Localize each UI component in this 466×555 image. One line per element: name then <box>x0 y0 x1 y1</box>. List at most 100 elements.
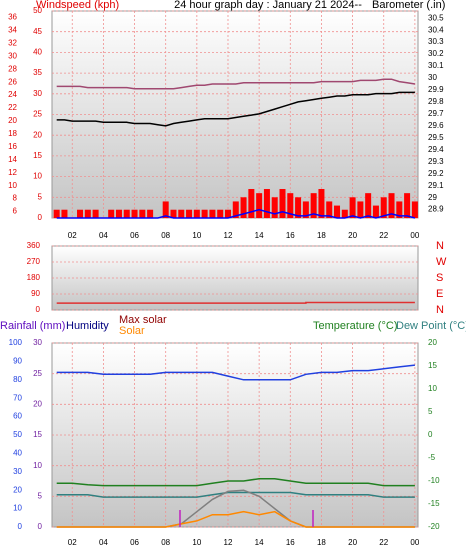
series-line <box>56 78 416 90</box>
y2-tick-label: -5 <box>428 453 436 462</box>
bar <box>92 209 99 218</box>
x-tick-label: 16 <box>286 231 295 240</box>
y-tick-label: 0 <box>38 522 43 531</box>
y2-tick-label: 29 <box>428 193 437 202</box>
y-tick-label: 5 <box>38 491 43 500</box>
bar <box>224 209 231 218</box>
series-line <box>56 208 416 219</box>
y2-tick-label: 29.8 <box>428 97 444 106</box>
y2-tick-label: 29.3 <box>428 157 444 166</box>
bar <box>334 205 341 218</box>
bar <box>209 209 216 218</box>
rain-axis-title: Rainfall (mm) <box>0 320 65 332</box>
y2-tick-label: S <box>436 272 443 284</box>
y-tick-label: 45 <box>33 27 42 36</box>
y3-tick-label: 10 <box>8 181 17 190</box>
y2-tick-label: N <box>436 304 444 316</box>
y2-tick-label: 28.9 <box>428 205 444 214</box>
series-line <box>56 91 415 127</box>
y3-tick-label: 14 <box>8 155 17 164</box>
bar <box>77 209 84 218</box>
x-tick-label: 18 <box>317 538 326 547</box>
bar <box>162 201 169 218</box>
plot-background <box>51 10 419 219</box>
y2-tick-label: -20 <box>428 522 440 531</box>
y-tick-label: 15 <box>33 151 42 160</box>
bar <box>326 201 333 218</box>
y3-tick-label: 22 <box>8 103 17 112</box>
series-line <box>56 301 415 304</box>
y2-tick-label: 29.5 <box>428 133 444 142</box>
y3-tick-label: 30 <box>13 467 22 476</box>
y2-tick-label: -15 <box>428 499 440 508</box>
y-tick-label: 15 <box>33 430 42 439</box>
y2-tick-label: 30.3 <box>428 37 444 46</box>
y2-tick-label: 29.7 <box>428 109 444 118</box>
bar <box>123 209 130 218</box>
bar <box>108 209 115 218</box>
legend-entry: Max solar <box>119 314 167 326</box>
y-tick-label: 90 <box>31 289 40 298</box>
y3-tick-label: 20 <box>13 485 22 494</box>
y3-tick-label: 90 <box>13 357 22 366</box>
y3-tick-label: 20 <box>8 116 17 125</box>
chart-title: 24 hour graph day : January 21 2024-- <box>174 0 362 11</box>
series-line <box>56 491 415 498</box>
bar <box>170 209 177 218</box>
bar <box>357 201 364 218</box>
y-tick-label: 10 <box>33 172 42 181</box>
series-line <box>56 477 415 487</box>
x-tick-label: 14 <box>255 538 264 547</box>
y3-tick-label: 6 <box>13 207 18 216</box>
y3-tick-label: 32 <box>8 38 17 47</box>
bar <box>411 201 418 218</box>
y-tick-label: 360 <box>27 241 41 250</box>
bar <box>404 193 411 218</box>
bar <box>388 193 395 218</box>
bar <box>178 209 185 218</box>
bar <box>61 209 68 218</box>
y-tick-label: 40 <box>33 48 42 57</box>
y3-tick-label: 0 <box>18 522 23 531</box>
y3-tick-label: 50 <box>13 430 22 439</box>
y2-tick-label: 30 <box>428 73 437 82</box>
bar <box>318 189 325 218</box>
y3-tick-label: 28 <box>8 64 17 73</box>
x-tick-label: 10 <box>192 538 201 547</box>
wind-axis-title: Windspeed (kph) <box>36 0 119 11</box>
legend-entry: Dew Point (°C) <box>396 320 466 332</box>
legend-entry: Humidity <box>66 320 109 332</box>
x-tick-label: 18 <box>317 231 326 240</box>
y2-tick-label: 10 <box>428 384 437 393</box>
y2-tick-label: 15 <box>428 361 437 370</box>
y2-tick-label: 29.6 <box>428 121 444 130</box>
y-tick-label: 20 <box>33 399 42 408</box>
bar <box>232 201 239 218</box>
bar <box>349 197 356 218</box>
bar <box>131 209 138 218</box>
y2-tick-label: 30.2 <box>428 49 444 58</box>
y2-tick-label: 5 <box>428 407 433 416</box>
x-tick-label: 08 <box>161 231 170 240</box>
y3-tick-label: 26 <box>8 77 17 86</box>
bar <box>53 209 60 218</box>
series-line <box>56 510 415 528</box>
x-tick-label: 06 <box>130 538 139 547</box>
x-tick-label: 22 <box>379 538 388 547</box>
bar <box>115 209 122 218</box>
bar <box>240 197 247 218</box>
y2-tick-label: W <box>436 256 447 268</box>
x-tick-label: 14 <box>255 231 264 240</box>
bar <box>193 209 200 218</box>
x-tick-label: 02 <box>68 538 77 547</box>
y2-tick-label: 29.1 <box>428 181 444 190</box>
y3-tick-label: 30 <box>8 51 17 60</box>
bar <box>295 197 302 218</box>
y3-tick-label: 36 <box>8 13 17 22</box>
y-tick-label: 30 <box>33 89 42 98</box>
y-tick-label: 0 <box>38 213 43 222</box>
bar <box>84 209 91 218</box>
y3-tick-label: 40 <box>13 449 22 458</box>
plot-background <box>51 245 419 311</box>
